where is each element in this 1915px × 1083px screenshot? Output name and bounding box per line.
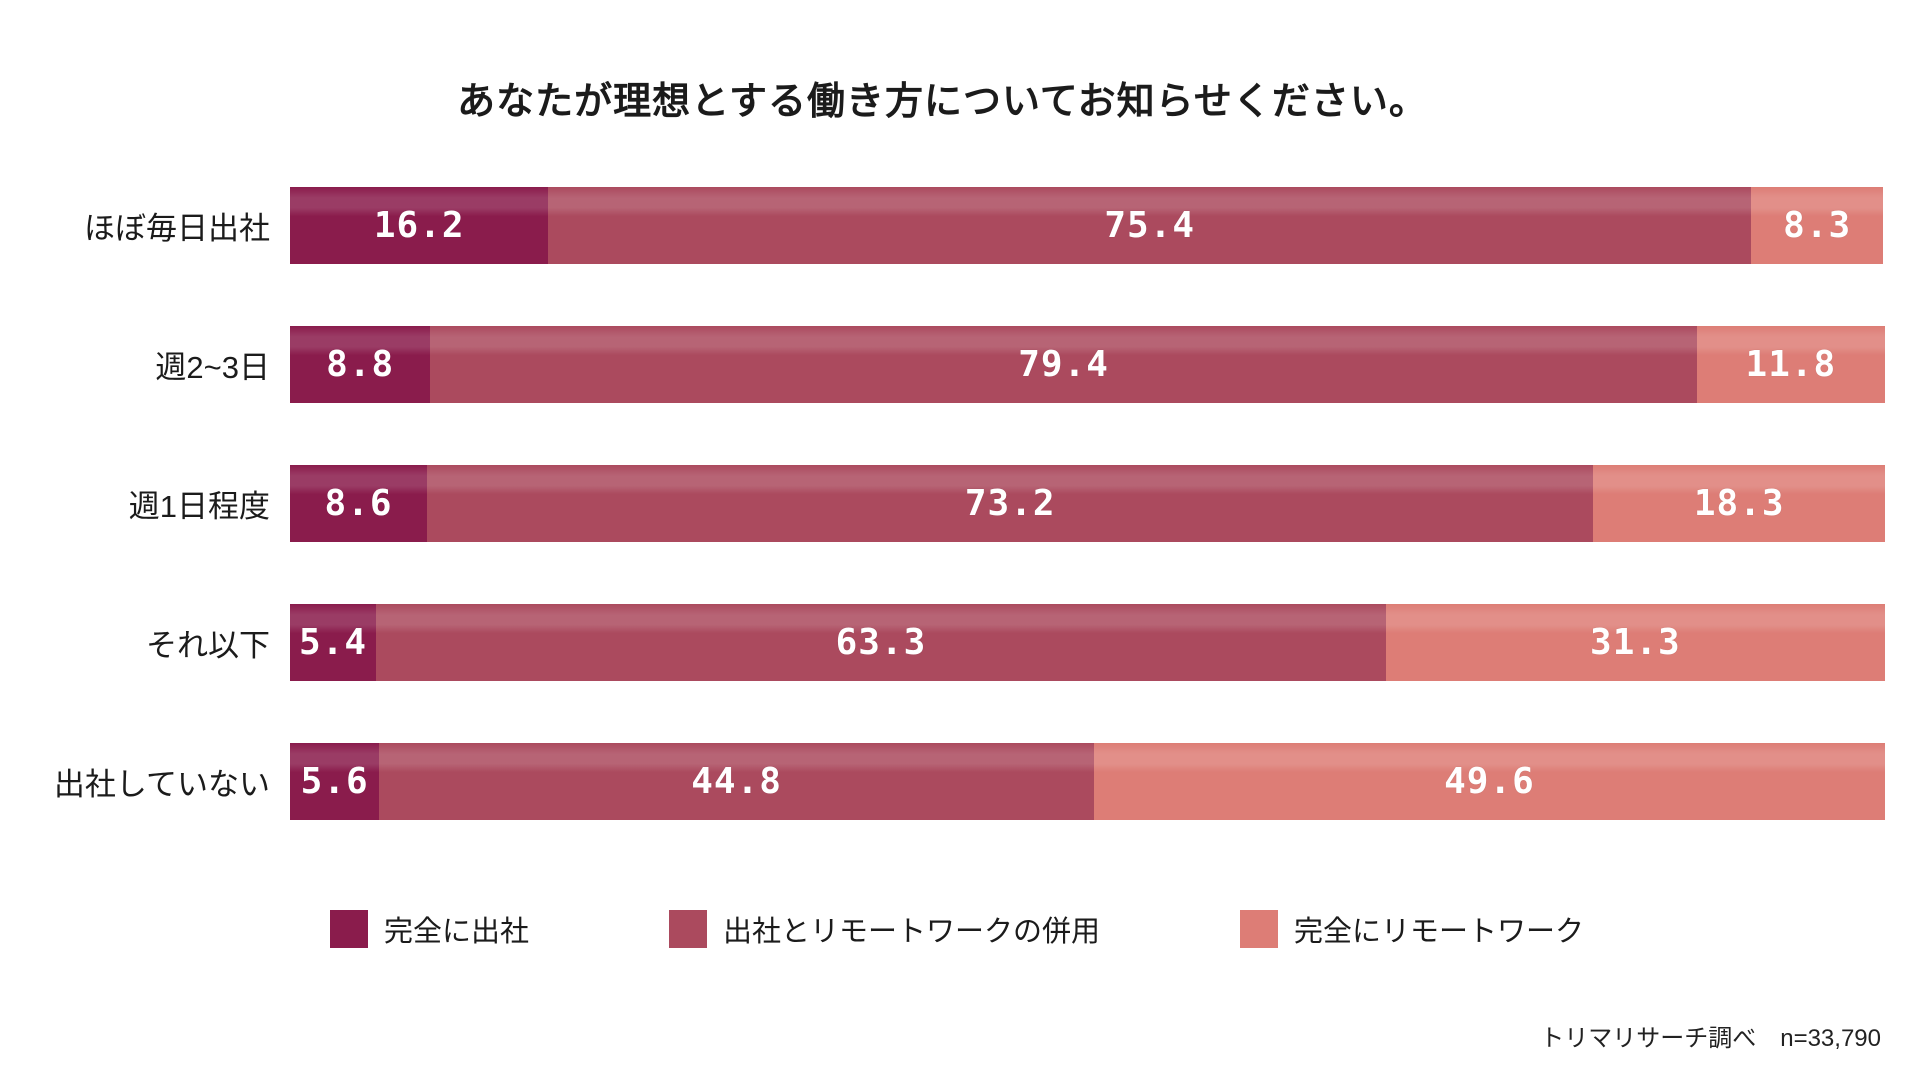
chart-rows: ほぼ毎日出社 16.2 75.4 8.3 週2~3日 8.8 79.4 11.8 週1日程度 8.… bbox=[0, 187, 1885, 820]
chart-row: それ以下 5.4 63.3 31.3 bbox=[0, 604, 1885, 681]
legend-swatch-icon bbox=[1240, 910, 1279, 948]
value-label: 5.6 bbox=[300, 761, 369, 802]
value-label: 49.6 bbox=[1444, 761, 1535, 802]
value-label: 8.3 bbox=[1783, 205, 1852, 246]
category-label: それ以下 bbox=[146, 628, 270, 663]
bar-segment: 8.8 bbox=[290, 326, 431, 403]
legend-label: 完全にリモートワーク bbox=[1294, 916, 1585, 948]
chart-row: 出社していない 5.6 44.8 49.6 bbox=[0, 743, 1885, 820]
legend-item: 完全に出社 bbox=[330, 908, 529, 950]
bar-segment: 73.2 bbox=[427, 465, 1594, 542]
bar-segment: 8.3 bbox=[1751, 187, 1884, 264]
bar-segment: 5.6 bbox=[290, 743, 380, 820]
chart-title: あなたが理想とする働き方についてお知らせください。 bbox=[457, 81, 1428, 123]
value-label: 16.2 bbox=[373, 205, 465, 246]
category-label: 週1日程度 bbox=[128, 489, 270, 524]
chart-row: 週1日程度 8.6 73.2 18.3 bbox=[0, 465, 1885, 542]
bar-segment: 18.3 bbox=[1593, 465, 1885, 542]
value-label: 73.2 bbox=[964, 483, 1056, 524]
value-label: 8.6 bbox=[324, 483, 393, 524]
chart-row: ほぼ毎日出社 16.2 75.4 8.3 bbox=[0, 187, 1885, 264]
bar-segment: 79.4 bbox=[430, 326, 1697, 403]
source-note: トリマリサーチ調べ n=33,790 bbox=[1540, 1025, 1881, 1052]
value-label: 31.3 bbox=[1590, 622, 1681, 663]
legend-swatch-icon bbox=[330, 910, 368, 948]
legend-item: 出社とリモートワークの併用 bbox=[669, 908, 1100, 950]
legend-item: 完全にリモートワーク bbox=[1240, 908, 1584, 950]
stacked-bar: 8.8 79.4 11.8 bbox=[290, 326, 1885, 403]
legend: 完全に出社 出社とリモートワークの併用 完全にリモートワーク bbox=[330, 908, 1885, 950]
legend-swatch-icon bbox=[669, 910, 708, 948]
bar-segment: 8.6 bbox=[290, 465, 428, 542]
bar-segment: 5.4 bbox=[290, 604, 377, 681]
stacked-bar: 5.4 63.3 31.3 bbox=[290, 604, 1885, 681]
value-label: 79.4 bbox=[1018, 344, 1109, 385]
stacked-bar: 8.6 73.2 18.3 bbox=[290, 465, 1885, 542]
bar-segment: 11.8 bbox=[1696, 326, 1885, 403]
value-label: 8.8 bbox=[326, 344, 395, 385]
value-label: 11.8 bbox=[1745, 344, 1837, 385]
category-label: 出社していない bbox=[53, 767, 270, 802]
bar-segment: 31.3 bbox=[1385, 604, 1885, 681]
value-label: 75.4 bbox=[1104, 205, 1196, 246]
bar-segment: 75.4 bbox=[548, 187, 1751, 264]
legend-label: 出社とリモートワークの併用 bbox=[723, 916, 1101, 948]
legend-label: 完全に出社 bbox=[384, 916, 530, 948]
category-label: ほぼ毎日出社 bbox=[84, 211, 270, 246]
chart-row: 週2~3日 8.8 79.4 11.8 bbox=[0, 326, 1885, 403]
value-label: 44.8 bbox=[691, 761, 782, 802]
bar-segment: 44.8 bbox=[379, 743, 1094, 820]
value-label: 18.3 bbox=[1693, 483, 1785, 524]
bar-segment: 49.6 bbox=[1093, 743, 1885, 820]
bar-segment: 63.3 bbox=[376, 604, 1386, 681]
value-label: 5.4 bbox=[299, 622, 368, 663]
bar-segment: 16.2 bbox=[290, 187, 549, 264]
stacked-bar: 16.2 75.4 8.3 bbox=[290, 187, 1885, 264]
category-label: 週2~3日 bbox=[155, 350, 270, 385]
value-label: 63.3 bbox=[835, 622, 927, 663]
stacked-bar: 5.6 44.8 49.6 bbox=[290, 743, 1885, 820]
